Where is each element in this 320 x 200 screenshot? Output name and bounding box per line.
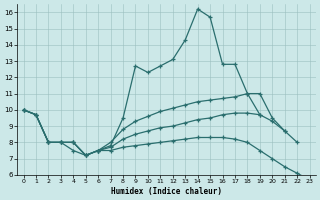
X-axis label: Humidex (Indice chaleur): Humidex (Indice chaleur) bbox=[111, 187, 222, 196]
